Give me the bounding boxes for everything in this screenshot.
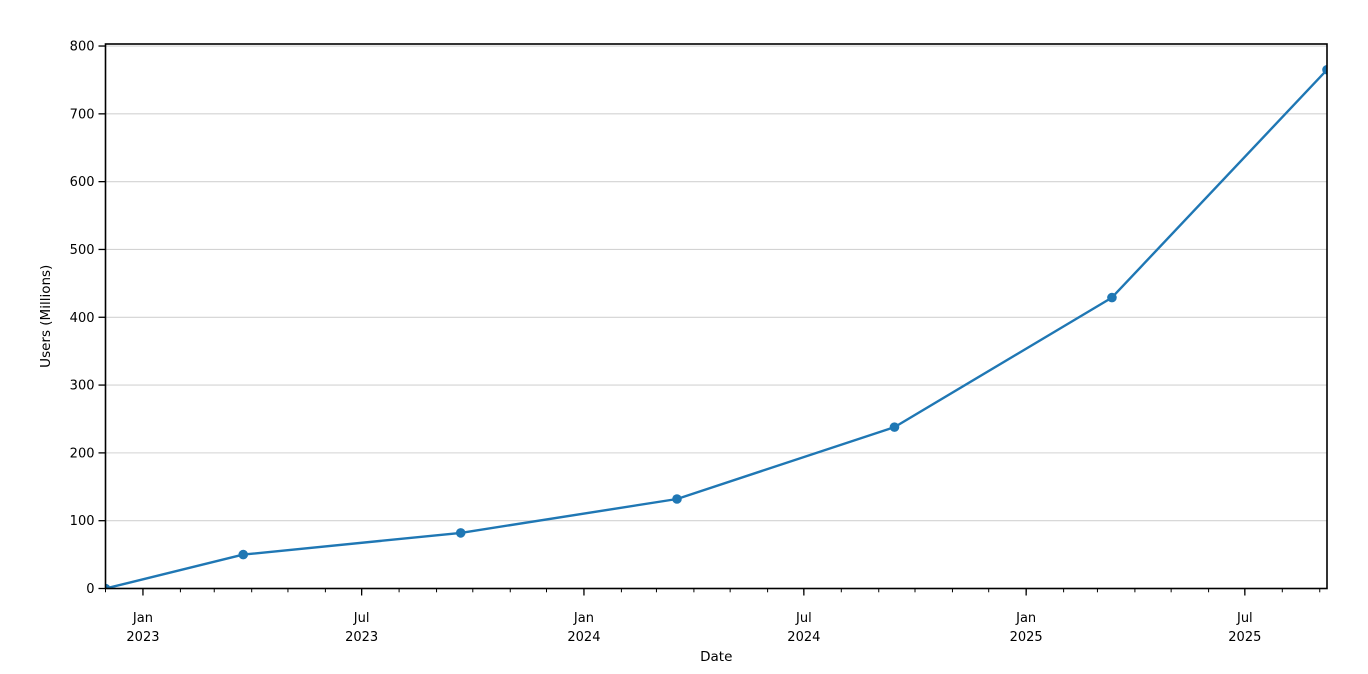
x-axis-label: Date — [700, 649, 732, 665]
y-tick-label: 500 — [70, 243, 95, 258]
data-point-marker — [455, 528, 466, 538]
data-point-marker — [1107, 292, 1117, 303]
y-gridlines — [105, 45, 1327, 522]
y-tick-label: 700 — [70, 107, 95, 122]
data-point-marker — [1322, 64, 1327, 75]
x-tick-label-year: 2024 — [567, 630, 600, 645]
data-point-marker — [672, 494, 682, 504]
series-line — [105, 68, 1327, 589]
x-tick-label-month: Jan — [132, 611, 153, 626]
x-tick-label-month: Jan — [573, 611, 594, 626]
x-tick-label-month: Jan — [1015, 611, 1036, 626]
y-tick-label: 300 — [70, 379, 95, 394]
x-axis: Jan 2023 Jul 2023 Jan 2024 Jul 2024 Jan 2025 Jul 20… — [105, 588, 1321, 645]
x-tick-label-year: 2025 — [1228, 630, 1261, 645]
y-tick-label: 800 — [70, 40, 95, 55]
y-tick-label: 100 — [70, 514, 95, 529]
data-series — [105, 64, 1327, 589]
data-point-marker — [105, 583, 111, 589]
x-tick-label-year: 2023 — [126, 630, 159, 645]
x-tick-label-month: Jul — [1236, 611, 1253, 626]
data-point-marker — [238, 549, 249, 560]
x-tick-label-month: Jul — [353, 611, 370, 626]
plot-border — [104, 43, 1328, 590]
y-tick-label: 600 — [70, 175, 95, 190]
y-axis: 0 100 200 300 400 500 600 700 800 — [70, 40, 106, 597]
data-point-marker — [889, 422, 900, 432]
y-axis-label: Users (Millions) — [38, 265, 54, 368]
x-tick-label-month: Jul — [795, 611, 812, 626]
x-tick-label-year: 2025 — [1010, 630, 1043, 645]
y-tick-label: 400 — [70, 311, 95, 326]
y-tick-label: 200 — [70, 446, 95, 461]
y-tick-label: 0 — [86, 582, 94, 597]
x-tick-label-year: 2023 — [345, 630, 378, 645]
x-tick-label-year: 2024 — [787, 630, 820, 645]
